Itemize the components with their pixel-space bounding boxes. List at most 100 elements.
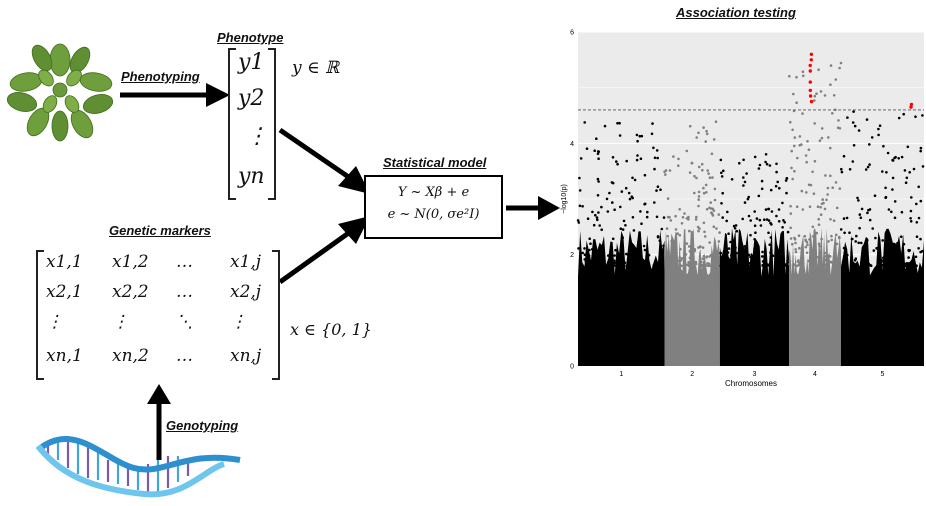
snp-point	[764, 264, 767, 267]
snp-point	[805, 160, 808, 164]
chromosome-band	[840, 228, 924, 366]
snp-point	[639, 210, 642, 213]
snp-point	[789, 212, 793, 215]
snp-point	[613, 261, 616, 265]
snp-point	[656, 156, 659, 160]
x-tick-label: 3	[753, 371, 757, 378]
snp-point	[731, 264, 734, 268]
snp-point	[800, 189, 804, 193]
snp-point	[829, 260, 833, 264]
snp-point	[817, 242, 821, 246]
snp-point	[806, 140, 809, 143]
matrix-cell: ⋱	[176, 312, 193, 332]
phenotype-vector: y1 y2 ⋮ yn	[228, 48, 276, 200]
snp-point	[824, 258, 828, 262]
snp-point	[791, 128, 794, 132]
snp-point	[611, 181, 615, 185]
snp-point	[921, 114, 924, 117]
snp-point	[743, 245, 746, 248]
snp-point	[838, 260, 842, 263]
snp-point	[793, 238, 797, 241]
snp-point	[833, 262, 836, 266]
snp-point	[900, 253, 903, 257]
snp-point	[684, 253, 688, 256]
snp-point	[680, 264, 683, 268]
snp-point	[830, 234, 833, 238]
snp-point	[915, 221, 919, 224]
matrix-cell: ⋮	[46, 312, 63, 332]
snp-point	[680, 222, 684, 225]
snp-point	[618, 134, 622, 137]
snp-point	[611, 237, 615, 241]
snp-point	[767, 219, 771, 222]
snp-point	[788, 259, 792, 263]
snp-point	[578, 204, 582, 208]
snp-point	[705, 132, 709, 136]
snp-point	[775, 256, 779, 260]
snp-point	[896, 250, 899, 253]
snp-point	[719, 251, 722, 255]
matrix-cell: ⋮	[112, 312, 129, 332]
snp-point	[598, 264, 601, 267]
snp-point	[807, 148, 811, 151]
snp-point	[721, 263, 724, 267]
snp-point	[733, 227, 737, 230]
snp-point	[851, 121, 855, 124]
snp-point	[674, 228, 678, 231]
snp-point	[776, 180, 779, 184]
snp-point	[706, 262, 709, 265]
snp-point	[769, 236, 773, 239]
snp-point	[899, 258, 902, 262]
snp-point	[749, 233, 752, 237]
snp-point	[895, 260, 899, 264]
snp-point	[766, 263, 769, 266]
snp-point	[624, 186, 628, 190]
snp-point	[666, 197, 670, 200]
snp-point	[873, 194, 877, 197]
snp-point	[689, 264, 692, 268]
snp-point	[786, 259, 790, 262]
snp-point	[805, 251, 809, 255]
snp-point	[677, 157, 680, 161]
snp-point	[829, 64, 833, 67]
snp-point	[690, 259, 694, 263]
snp-point	[805, 191, 808, 194]
snp-point	[876, 264, 879, 268]
snp-point	[753, 247, 756, 251]
matrix-cell: x1,1	[46, 252, 83, 272]
snp-point	[705, 191, 708, 194]
snp-point	[680, 257, 684, 260]
x-tick-label: 2	[690, 371, 694, 378]
snp-point	[897, 157, 900, 160]
snp-point	[763, 218, 766, 221]
chromosome-band	[719, 228, 790, 366]
snp-point	[795, 75, 798, 79]
snp-point	[796, 156, 799, 160]
snp-point	[621, 228, 625, 231]
snp-point	[877, 127, 880, 131]
snp-point	[861, 252, 865, 255]
snp-point	[858, 226, 861, 230]
snp-point	[820, 264, 824, 268]
snp-point	[762, 264, 765, 268]
snp-point	[729, 261, 733, 264]
snp-point	[613, 254, 616, 257]
snp-point	[788, 74, 791, 78]
snp-point	[865, 262, 869, 266]
snp-point	[732, 224, 736, 228]
snp-point	[812, 192, 816, 195]
snp-point	[744, 263, 747, 266]
snp-point	[607, 254, 610, 257]
matrix-cell: ⋮	[230, 312, 247, 332]
snp-point	[730, 254, 733, 257]
significant-snp-point	[909, 105, 913, 109]
snp-point	[591, 210, 594, 214]
snp-point	[655, 189, 658, 192]
snp-point	[584, 260, 588, 263]
snp-point	[632, 229, 636, 232]
snp-point	[835, 233, 838, 237]
snp-point	[866, 165, 870, 169]
snp-point	[869, 264, 872, 267]
snp-point	[812, 253, 815, 256]
snp-point	[758, 163, 762, 167]
